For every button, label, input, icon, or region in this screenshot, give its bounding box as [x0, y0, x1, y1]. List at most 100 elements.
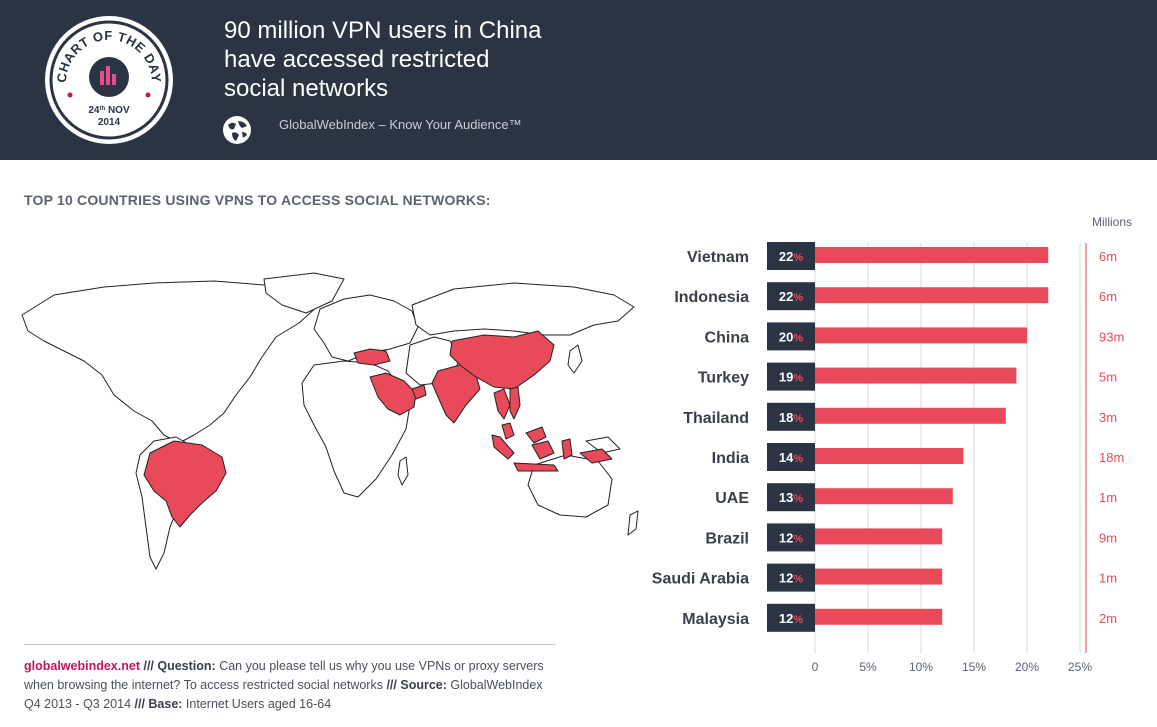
footer-separator: /// — [134, 697, 149, 711]
chart-of-the-day-badge: CHART OF THE DAY 24th NOV 2014 — [45, 16, 173, 144]
value-label: 18% — [779, 410, 803, 425]
page-title: 90 million VPN users in China have acces… — [224, 17, 542, 102]
bar — [815, 448, 964, 464]
millions-value: 5m — [1099, 370, 1117, 385]
map-indonesia-sumatra — [491, 434, 515, 460]
value-label: 12% — [779, 571, 803, 586]
map-greenland — [263, 272, 345, 314]
millions-value: 6m — [1099, 289, 1117, 304]
bar — [815, 327, 1027, 344]
millions-value: 9m — [1099, 530, 1117, 545]
category-label: China — [705, 329, 750, 346]
map-papua — [585, 436, 621, 454]
millions-value: 2m — [1099, 611, 1117, 626]
map-brazil — [143, 440, 227, 528]
value-label: 13% — [779, 490, 803, 505]
millions-value: 1m — [1099, 490, 1117, 505]
category-label: India — [712, 450, 749, 467]
bar — [815, 568, 943, 585]
world-map — [21, 272, 639, 570]
map-indonesia-papua — [579, 448, 613, 464]
footer-source-label: Source: — [400, 678, 447, 692]
x-tick-label: 25% — [1068, 660, 1092, 674]
footer-notes: globalwebindex.net /// Question: Can you… — [24, 657, 560, 714]
map-saudi-arabia — [369, 372, 417, 416]
chart-subtitle: TOP 10 COUNTRIES USING VPNS TO ACCESS SO… — [24, 192, 491, 208]
header-bar: CHART OF THE DAY 24th NOV 2014 90 millio… — [0, 0, 1157, 160]
bar — [815, 247, 1049, 263]
category-label: Turkey — [698, 370, 749, 387]
millions-header: Millions — [1092, 215, 1132, 229]
footer-divider — [24, 644, 556, 645]
millions-value: 18m — [1099, 450, 1124, 465]
footer-site-link[interactable]: globalwebindex.net — [24, 659, 140, 673]
svg-text:24th NOV: 24th NOV — [88, 105, 130, 116]
value-label: 22% — [779, 289, 803, 304]
bar — [815, 528, 943, 545]
map-europe — [313, 294, 419, 362]
value-label-box — [767, 322, 815, 351]
category-label: Thailand — [683, 410, 749, 427]
value-label: 14% — [779, 450, 803, 465]
millions-value: 3m — [1099, 410, 1117, 425]
x-tick-label: 5% — [859, 660, 877, 674]
map-turkey — [353, 348, 391, 366]
globe-icon — [223, 116, 251, 144]
brand-tagline: GlobalWebIndex – Know Your Audience™ — [279, 117, 522, 132]
category-label: Indonesia — [674, 289, 749, 306]
map-china — [449, 330, 555, 390]
map-indonesia-borneo — [531, 440, 555, 460]
map-new-zealand — [627, 510, 639, 536]
map-indonesia-java — [513, 462, 559, 472]
badge-month: NOV — [108, 105, 130, 116]
footer-separator: /// — [386, 678, 401, 692]
bar — [815, 488, 953, 505]
map-asia-north — [411, 282, 635, 336]
value-label-box — [767, 523, 815, 552]
map-vietnam — [509, 386, 521, 420]
map-thailand — [493, 388, 511, 420]
value-label-box — [767, 443, 815, 471]
bar — [815, 287, 1049, 304]
value-label: 12% — [779, 530, 803, 545]
badge-day: 24 — [88, 105, 100, 116]
x-tick-label: 10% — [909, 660, 933, 674]
value-label: 12% — [779, 611, 803, 626]
x-tick-label: 15% — [962, 660, 986, 674]
value-label-box — [767, 402, 815, 431]
map-uae — [411, 384, 427, 400]
x-tick-label: 0 — [812, 660, 819, 674]
vpn-bar-chart: Millions Vietnam 22% 6m Indonesia 22% 6m China 2… — [652, 215, 1132, 674]
value-label: 20% — [779, 329, 803, 344]
value-label-box — [767, 362, 815, 391]
x-tick-label: 20% — [1015, 660, 1039, 674]
millions-value: 93m — [1099, 329, 1124, 344]
millions-value: 6m — [1099, 249, 1117, 264]
footer-question: Can you please tell us why you use VPNs … — [24, 659, 544, 692]
footer-source: GlobalWebIndex Q4 2013 - Q3 2014 — [24, 678, 543, 711]
map-north-america — [21, 280, 320, 444]
badge-day-suffix: th — [100, 106, 106, 112]
bar — [815, 367, 1017, 384]
category-label: Vietnam — [687, 249, 749, 266]
value-label: 19% — [779, 370, 803, 385]
bar — [815, 608, 943, 625]
map-indonesia-sulawesi — [561, 438, 573, 460]
map-malaysia — [501, 422, 515, 440]
map-madagascar — [397, 456, 409, 486]
bar — [815, 407, 1006, 424]
category-label: UAE — [715, 490, 749, 507]
footer-separator: /// — [140, 659, 158, 673]
value-label-box — [767, 563, 815, 592]
value-label-box — [767, 282, 815, 311]
category-label: Brazil — [705, 530, 749, 547]
map-malaysia-borneo — [525, 426, 547, 444]
badge-year: 2014 — [98, 117, 121, 128]
value-label-box — [767, 603, 815, 632]
millions-value: 1m — [1099, 571, 1117, 586]
category-label: Malaysia — [682, 611, 749, 628]
map-japan — [567, 344, 583, 374]
footer-base: Internet Users aged 16-64 — [182, 697, 332, 711]
value-label: 22% — [779, 249, 803, 264]
footer-base-label: Base: — [148, 697, 183, 711]
